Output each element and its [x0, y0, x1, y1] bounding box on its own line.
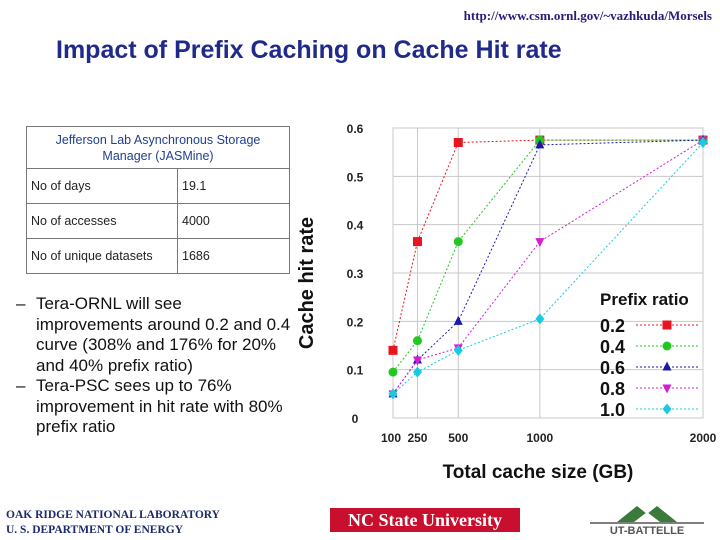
legend-entry-marker: [662, 384, 672, 394]
series-line-1-0: [392, 142, 704, 395]
cache-hit-rate-chart: 100 250 500 1000 2000 0 0.1 0.2 0.3 0.4 0.5 0.6 Tota…: [296, 122, 717, 483]
bullet-dash: –: [16, 294, 26, 313]
data-point: [698, 137, 708, 148]
bullet-list: – Tera-ORNL will see improvements around…: [16, 294, 291, 438]
info-table-heading: Jefferson Lab Asynchronous Storage Manag…: [26, 126, 290, 169]
data-point: [453, 315, 463, 325]
ncstate-logo: NC State University: [330, 508, 520, 532]
data-point: [388, 345, 398, 355]
footer-organization: OAK RIDGE NATIONAL LABORATORY U. S. DEPA…: [6, 508, 220, 538]
table-cell-label: No of unique datasets: [26, 238, 178, 274]
y-tick-label: 0.1: [347, 364, 364, 378]
x-tick-label: 100: [381, 431, 401, 445]
legend-entry-marker: [662, 341, 672, 351]
y-axis-label: Cache hit rate: [296, 217, 318, 349]
y-tick-label: 0.2: [347, 315, 364, 329]
data-point: [535, 139, 545, 149]
data-point: [412, 237, 422, 247]
y-tick-label: 0.6: [347, 122, 364, 136]
bullet-text: Tera-ORNL will see improvements around 0…: [36, 294, 291, 375]
table-cell-value: 1686: [177, 238, 290, 274]
list-item: – Tera-PSC sees up to 76% improvement in…: [16, 376, 291, 438]
page-title: Impact of Prefix Caching on Cache Hit ra…: [56, 36, 562, 64]
data-point: [453, 138, 463, 147]
legend-entry-label: 0.6: [600, 358, 625, 378]
series-line-0-8: [392, 139, 704, 395]
legend-entry-marker: [662, 320, 672, 330]
series-line-0-6: [392, 139, 704, 395]
table-row: No of accesses 4000: [26, 203, 290, 239]
ut-battelle-logo: UT-BATTELLE: [590, 506, 704, 536]
bullet-dash: –: [16, 376, 26, 395]
ut-battelle-text: UT-BATTELLE: [610, 525, 684, 536]
legend-entry-label: 0.8: [600, 379, 625, 399]
x-tick-label: 1000: [526, 431, 553, 445]
x-tick-label: 2000: [690, 431, 717, 445]
x-tick-label: 250: [407, 431, 427, 445]
legend-entry-label: 1.0: [600, 400, 625, 420]
series-line-0-4: [392, 139, 703, 373]
y-tick-label: 0.5: [347, 170, 364, 184]
table-cell-value: 4000: [177, 203, 290, 239]
legend-title: Prefix ratio: [600, 290, 689, 309]
data-point: [388, 367, 398, 377]
y-tick-label: 0.4: [347, 219, 364, 233]
table-row: No of unique datasets 1686: [26, 238, 290, 274]
footer-org-line1: OAK RIDGE NATIONAL LABORATORY: [6, 509, 220, 521]
x-tick-label: 500: [448, 431, 468, 445]
legend-entry-label: 0.2: [600, 316, 625, 336]
data-point: [412, 336, 422, 346]
legend-entry-marker: [662, 403, 672, 415]
legend-entry-label: 0.4: [600, 337, 625, 357]
footer-org-line2: U. S. DEPARTMENT OF ENERGY: [6, 524, 184, 536]
legend-entry-marker: [662, 361, 672, 371]
list-item: – Tera-ORNL will see improvements around…: [16, 294, 291, 376]
y-tick-label: 0: [352, 412, 359, 426]
info-table: Jefferson Lab Asynchronous Storage Manag…: [26, 126, 290, 274]
table-cell-label: No of days: [26, 168, 178, 204]
data-point: [453, 237, 463, 247]
header-url: http://www.csm.ornl.gov/~vazhkuda/Morsel…: [463, 8, 712, 23]
data-point: [388, 388, 398, 400]
data-point: [453, 344, 463, 356]
table-cell-value: 19.1: [177, 168, 290, 204]
table-row: No of days 19.1: [26, 168, 290, 204]
data-point: [412, 366, 422, 378]
y-tick-label: 0.3: [347, 267, 364, 281]
data-point: [412, 356, 422, 366]
bullet-text: Tera-PSC sees up to 76% improvement in h…: [36, 376, 283, 436]
info-table-heading-row: Jefferson Lab Asynchronous Storage Manag…: [26, 126, 290, 169]
series-line-0-2: [392, 139, 703, 351]
data-point: [535, 238, 545, 248]
x-axis-label: Total cache size (GB): [443, 462, 634, 483]
table-cell-label: No of accesses: [26, 203, 178, 239]
data-point: [535, 313, 545, 325]
